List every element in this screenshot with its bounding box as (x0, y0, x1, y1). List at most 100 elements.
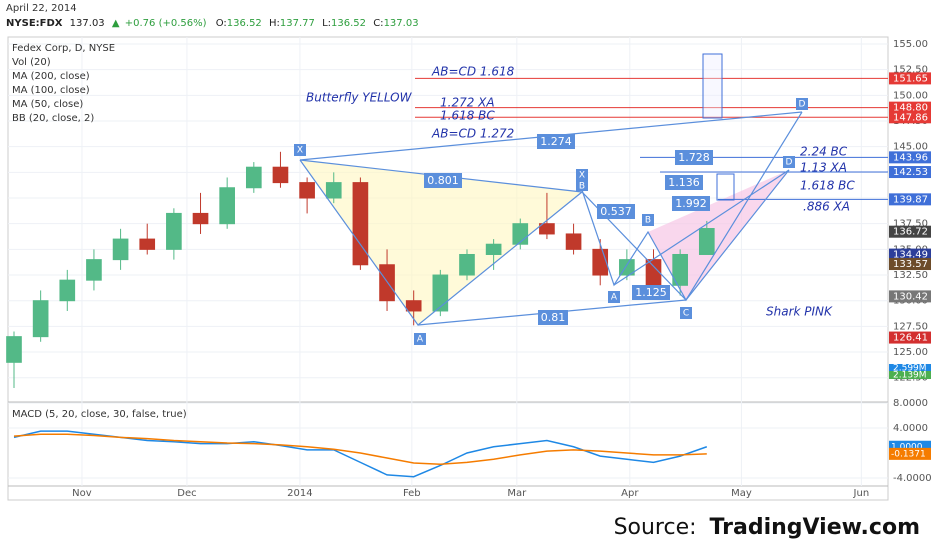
annotation: 1.618 BC (800, 179, 855, 193)
point-box (680, 307, 692, 319)
legend-item: MA (50, close) (12, 99, 83, 110)
y-tick-label: 137.50 (893, 219, 928, 230)
candle-body (192, 212, 209, 225)
ratio-label: 1.136 (668, 176, 700, 189)
ratio-label: 0.81 (541, 311, 566, 324)
level-tag (889, 151, 931, 164)
point-box (576, 169, 588, 181)
volume-tag-label: 2.599M (893, 364, 927, 374)
level-tag (889, 72, 931, 85)
level-tag-label: 147.86 (893, 112, 928, 123)
x-tick-label: Jun (853, 488, 870, 499)
annotation: 2.24 BC (800, 145, 848, 159)
x-tick-label: Feb (403, 488, 421, 499)
level-tag-label: 148.80 (893, 103, 928, 114)
price-tag-label: 136.72 (893, 227, 928, 238)
price-tag (889, 248, 931, 261)
candle-body (645, 259, 662, 286)
butterfly-fill (300, 160, 582, 325)
y-tick-label: 145.00 (893, 142, 928, 153)
x-tick-label: Dec (177, 488, 196, 499)
point-label: B (579, 182, 585, 192)
ratio-label: 1.728 (678, 151, 710, 164)
y-tick-label: 4.0000 (893, 423, 928, 434)
y-tick-label: 8.0000 (893, 398, 928, 409)
level-tag (889, 101, 931, 114)
legend-item: Vol (20) (12, 57, 51, 68)
point-labels: X A X B B A C D D (294, 98, 808, 345)
point-label: D (799, 100, 806, 110)
candle-body (166, 212, 182, 250)
ratio-box (675, 150, 713, 165)
prz-box (702, 53, 723, 119)
x-tick-label: 2014 (287, 488, 312, 499)
value-tag-label: 1.0000 (891, 442, 923, 452)
candle-body (592, 248, 609, 276)
value-tag (889, 447, 931, 460)
point-box (783, 156, 795, 168)
level-tag (889, 166, 931, 179)
candle-body (86, 259, 102, 281)
ohlc-value: 136.52 (331, 18, 366, 29)
point-label: C (683, 309, 689, 319)
ohlc-label: O: (216, 18, 227, 29)
shark-xd-line (613, 169, 790, 286)
point-label: D (786, 158, 793, 168)
source-prefix: Source: (614, 515, 697, 540)
candle-body (219, 187, 235, 225)
candles-layer (6, 151, 715, 388)
level-tag-label: 151.65 (893, 73, 928, 84)
ratio-label: 1.125 (635, 286, 667, 299)
ratio-label: 1.992 (675, 197, 707, 210)
shark-line (581, 169, 790, 302)
ratio-box (632, 285, 670, 300)
macd-layer (13, 430, 708, 478)
ratio-box (537, 134, 575, 149)
level-tag-label: 143.96 (893, 152, 928, 163)
quote-line: NYSE:FDX 137.03 ▲ +0.76 (+0.56%) O:136.5… (6, 18, 419, 29)
price-tag (889, 290, 931, 303)
candle-body (432, 274, 449, 312)
candle-body (539, 223, 555, 235)
level-tag-label: 139.87 (893, 194, 928, 205)
candle-body (512, 223, 529, 245)
x-tick-label: May (731, 488, 752, 499)
ratio-label: 0.537 (600, 205, 632, 218)
change: +0.76 (+0.56%) (125, 18, 207, 29)
volume-tag (889, 364, 931, 372)
axis-layer: 155.00152.50150.00147.50145.00142.50140.… (72, 39, 931, 499)
point-label: A (611, 293, 618, 303)
point-box (414, 333, 426, 345)
ohlc-label: L: (322, 18, 331, 29)
annotation: 1.272 XA (440, 96, 495, 110)
y-tick-label: 132.50 (893, 270, 928, 281)
y-tick-label: 152.50 (893, 65, 928, 76)
ohlc-value: 136.52 (227, 18, 262, 29)
symbol: NYSE:FDX (6, 18, 63, 29)
point-box (576, 181, 588, 191)
y-tick-label: 155.00 (893, 39, 928, 50)
ratio-box (672, 196, 710, 211)
volume-tag (889, 371, 931, 379)
point-label: B (645, 216, 651, 226)
level-tag (889, 193, 931, 206)
ratio-box (424, 173, 462, 188)
point-box (796, 98, 808, 110)
ohlc-value: 137.03 (384, 18, 419, 29)
ratio-box (665, 175, 703, 190)
annotation: AB=CD 1.618 (431, 65, 515, 79)
ratio-label: 1.274 (540, 135, 572, 148)
legend-item: MA (100, close) (12, 85, 90, 96)
candle-body (565, 233, 582, 250)
pattern-name: Butterfly YELLOW (306, 91, 413, 105)
price-tag (889, 258, 931, 271)
price-tag-label: 134.49 (893, 250, 928, 261)
ratio-box (597, 204, 635, 219)
macd-line (13, 433, 707, 466)
point-label: X (297, 146, 303, 156)
legend-item: Fedex Corp, D, NYSE (12, 43, 115, 54)
price-tag (889, 225, 931, 238)
date: April 22, 2014 (6, 3, 77, 14)
candle-body (112, 238, 129, 261)
up-arrow: ▲ (112, 18, 120, 29)
